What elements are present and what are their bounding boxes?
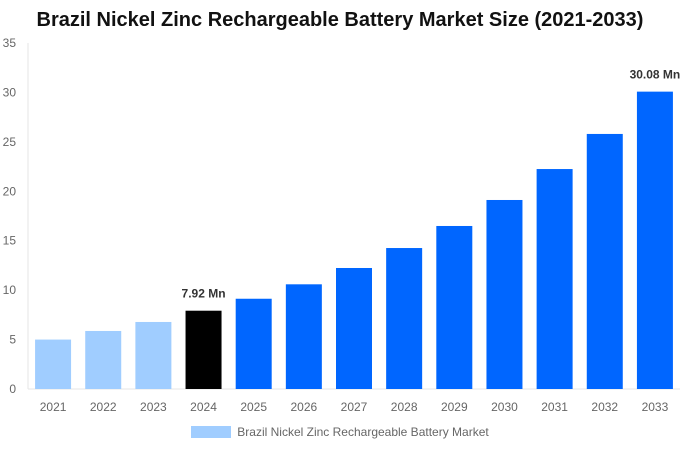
y-tick-label: 30 (3, 85, 17, 99)
x-tick-label: 2022 (90, 400, 117, 414)
legend-swatch (191, 426, 232, 438)
bar-2021 (35, 339, 72, 389)
x-tick-label: 2028 (391, 400, 418, 414)
bar-2029 (436, 225, 473, 389)
y-tick-label: 10 (3, 283, 17, 297)
bar-2022 (85, 330, 122, 389)
y-tick-label: 5 (9, 333, 16, 347)
data-label-2024: 7.92 Mn (182, 287, 226, 301)
x-tick-label: 2032 (591, 400, 618, 414)
bar-2027 (336, 267, 372, 389)
legend: Brazil Nickel Zinc Rechargeable Battery … (0, 425, 680, 439)
x-tick-label: 2033 (642, 400, 669, 414)
bar-2030 (486, 199, 523, 389)
x-tick-label: 2025 (240, 400, 267, 414)
y-tick-label: 15 (3, 234, 17, 248)
bar-2033 (636, 91, 673, 390)
data-label-2033: 30.08 Mn (630, 68, 680, 82)
legend-label: Brazil Nickel Zinc Rechargeable Battery … (237, 425, 489, 439)
bar-2025 (235, 298, 272, 389)
bar-2032 (586, 133, 623, 389)
x-tick-label: 2024 (190, 400, 217, 414)
bar-2023 (135, 321, 172, 389)
bar-2024 (185, 310, 222, 389)
x-tick-label: 2021 (40, 400, 67, 414)
x-tick-label: 2030 (491, 400, 518, 414)
y-tick-label: 25 (3, 135, 17, 149)
bar-2026 (285, 284, 322, 389)
bar-2028 (386, 248, 423, 389)
x-tick-label: 2023 (140, 400, 167, 414)
y-tick-label: 35 (3, 36, 17, 50)
chart-title: Brazil Nickel Zinc Rechargeable Battery … (36, 9, 644, 31)
x-tick-label: 2029 (441, 400, 468, 414)
x-tick-label: 2026 (290, 400, 317, 414)
y-tick-label: 0 (9, 382, 16, 396)
y-tick-label: 20 (3, 184, 17, 198)
x-tick-label: 2027 (341, 400, 368, 414)
x-tick-label: 2031 (541, 400, 568, 414)
bar-2031 (536, 169, 573, 389)
